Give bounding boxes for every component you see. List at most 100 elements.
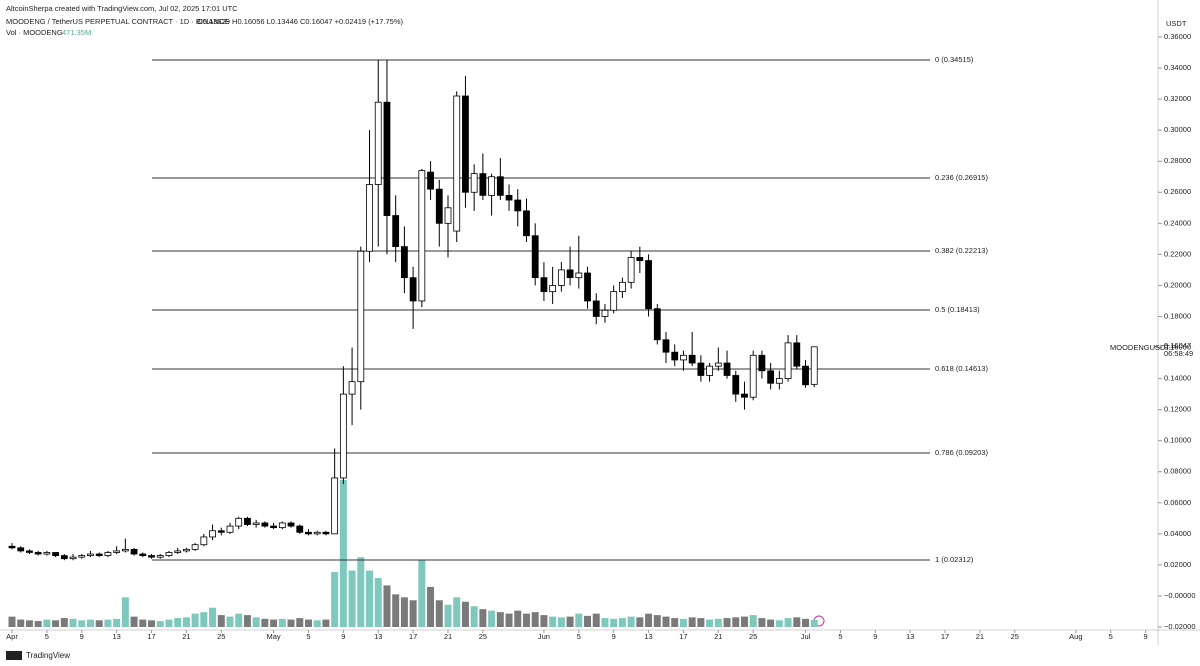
y-tick-label: 0.10000 (1164, 436, 1191, 445)
volume-bar (418, 560, 426, 627)
volume-bar (767, 619, 775, 627)
fib-label: 0.786 (0.09203) (935, 448, 988, 457)
x-tick-label: 21 (444, 632, 452, 641)
volume-bar (479, 609, 487, 627)
candle-body (95, 553, 103, 556)
x-tick-label: 21 (182, 632, 190, 641)
candle-body (244, 517, 251, 525)
candle-body (732, 375, 740, 395)
volume-bar (217, 615, 225, 627)
candle-body (496, 176, 504, 196)
candle-body (409, 277, 417, 302)
candle-body (104, 552, 112, 556)
volume-bar (339, 480, 347, 627)
candle-body (191, 544, 199, 550)
volume-bar (522, 613, 530, 627)
volume-bar (740, 616, 748, 627)
x-tick-label: 13 (374, 632, 382, 641)
volume-bar (400, 597, 408, 627)
volume-bar (165, 619, 173, 627)
candle-body (305, 531, 312, 535)
volume-bar (549, 616, 557, 627)
volume-bar (732, 617, 740, 627)
candle-body (8, 545, 16, 549)
candle-body (531, 235, 539, 279)
y-tick-label: 0.32000 (1164, 94, 1191, 103)
volume-bar (470, 606, 478, 627)
y-tick-label: 0.02000 (1164, 560, 1191, 569)
volume-bar (25, 620, 33, 627)
fib-label: 0 (0.34515) (935, 55, 974, 64)
y-tick-label: 0.14000 (1164, 374, 1191, 383)
x-tick-label: 9 (341, 632, 345, 641)
candle-body (435, 188, 443, 224)
candle-body (400, 246, 408, 279)
volume-bar (453, 597, 461, 627)
y-tick-label: 0.20000 (1164, 280, 1191, 289)
volume-bar (243, 615, 251, 627)
candle-body (680, 354, 687, 361)
candle-body (226, 525, 234, 533)
attribution: AltcoinSherpa created with TradingView.c… (6, 4, 238, 13)
x-tick-label: May (267, 632, 281, 641)
volume-bar (78, 620, 86, 627)
candle-body (296, 525, 304, 533)
volume-bar (357, 557, 365, 627)
volume-bar (662, 616, 670, 627)
candle-body (113, 550, 121, 553)
volume-bar (348, 570, 356, 627)
y-tick-label: 0.06000 (1164, 498, 1191, 507)
y-tick-label: 0.34000 (1164, 63, 1191, 72)
candle-body (148, 555, 155, 558)
x-tick-label: 9 (1144, 632, 1148, 641)
volume-bar (121, 597, 129, 627)
symbol-title: MOODENG / TetherUS PERPETUAL CONTRACT · … (6, 17, 229, 26)
x-tick-label: 5 (45, 632, 49, 641)
candle-body (34, 552, 42, 555)
candle-body (566, 269, 574, 279)
volume-bar (488, 610, 496, 627)
candle-body (139, 553, 147, 556)
volume-bar (636, 617, 644, 627)
candle-body (784, 342, 792, 379)
candle-body (645, 260, 652, 310)
y-tick-label: 0.22000 (1164, 249, 1191, 258)
x-tick-label: 5 (1109, 632, 1113, 641)
candle-body (383, 101, 391, 216)
volume-bar (69, 618, 77, 627)
brand-logo (6, 651, 22, 660)
volume-bar (697, 618, 705, 627)
candle-body (610, 291, 618, 311)
volume-bar (8, 616, 16, 627)
candle-body (505, 194, 513, 201)
volume-bar (392, 594, 400, 627)
axis-unit: USDT (1166, 19, 1187, 28)
volume-bar (645, 613, 653, 627)
volume-bar (139, 619, 147, 627)
candle-body (182, 548, 190, 552)
volume-bar (749, 615, 757, 627)
candle-body (557, 269, 565, 286)
candle-body (549, 285, 557, 293)
volume-bar (802, 618, 810, 627)
candle-body (688, 354, 696, 364)
volume-bar (52, 620, 60, 627)
x-tick-label: Jun (538, 632, 550, 641)
volume-bar (601, 618, 609, 627)
candle-body (26, 550, 33, 553)
y-tick-label: 0.26000 (1164, 187, 1191, 196)
x-tick-label: 9 (612, 632, 616, 641)
volume-bar (270, 619, 278, 627)
candle-body (636, 257, 644, 261)
candle-body (357, 250, 365, 383)
y-tick-label: −0.00000 (1164, 591, 1196, 600)
volume-bar (17, 619, 25, 627)
volume-bar (653, 615, 661, 627)
candle-body (723, 362, 731, 376)
x-tick-label: 5 (306, 632, 310, 641)
volume-bar (714, 618, 722, 627)
candle-body (758, 354, 766, 372)
volume-bar (191, 613, 199, 627)
volume-bar (557, 617, 565, 627)
x-tick-label: 17 (409, 632, 417, 641)
